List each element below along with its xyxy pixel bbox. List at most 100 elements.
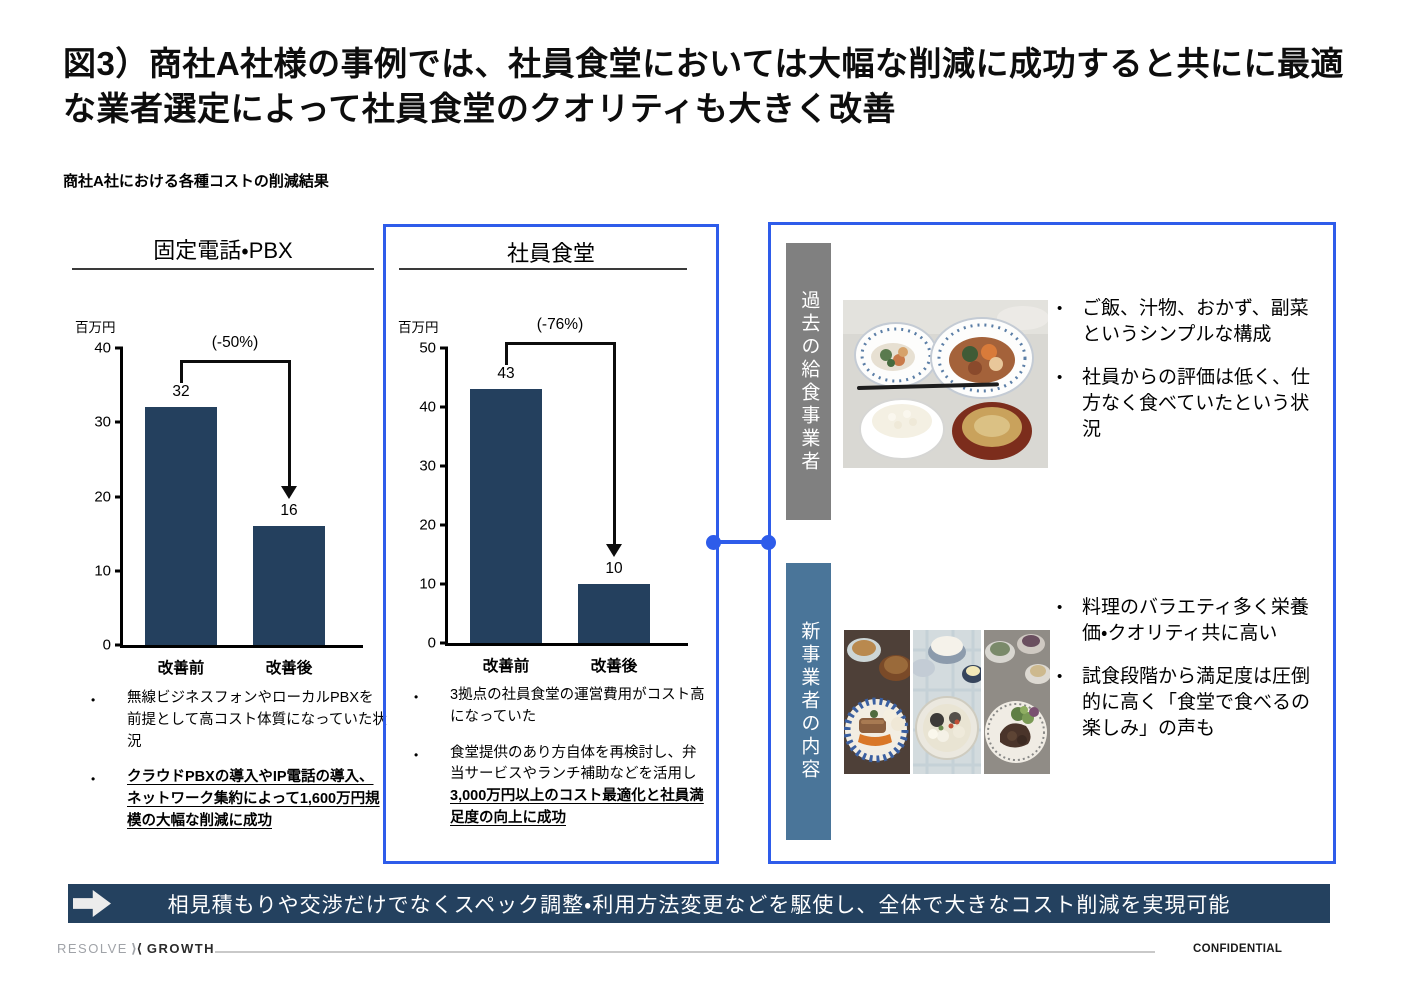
bar-value-label: 16 [280,502,298,520]
bullet-icon: • [1057,668,1063,686]
y-tick-label: 10 [419,575,436,593]
bar-value-label: 32 [172,383,190,401]
y-axis-unit-label: 百万円 [75,320,116,335]
arrow-down-icon [281,486,297,500]
takeaway-banner: 相見積もりや交渉だけでなくスペック調整・利用方法変更などを駆使し、全体で大きなコ… [68,884,1330,923]
section-label-past-vendor: 過去の給食事業者 [786,243,831,520]
bracket-horizontal-line [179,360,291,364]
section-label-new-vendor: 新事業者の内容 [786,563,831,840]
list-item: • 3拠点の社員食堂の運営費用がコスト高になっていた [414,685,706,729]
note-text: 無線ビジネスフォンやローカルPBXを前提として高コスト体質になっていた状況 [127,690,387,750]
bar-改善後 [578,584,650,643]
arrow-down-icon [606,544,622,557]
chart-title-rule [399,268,687,270]
bullet-icon: • [1057,599,1063,616]
bullet-text: 料理のバラエティ多く栄養価・クオリティ共に高い [1082,597,1309,645]
note-text: 食堂提供のあり方自体を再検討し、弁当サービスやランチ補助などを活用し [450,744,697,783]
y-tick-mark [440,582,448,586]
y-tick-label: 0 [427,634,436,652]
y-tick-mark [115,346,123,350]
chart-group-fixed-phone: 固定電話・PBX 百万円 40 30 20 10 0 32 改善前 16 改善後 (-50%) •… [63,224,387,858]
chart-group-cafeteria: 社員食堂 百万円 50 40 30 20 10 0 43 改善前 10 改善後 (-76%) • 3… [383,224,719,864]
page-subtitle: 商社A社における各種コストの削減結果 [63,173,329,190]
notes-cafeteria: • 3拠点の社員食堂の運営費用がコスト高になっていた • 食堂提供のあり方自体を… [414,685,706,844]
vendor-comparison-panel: 過去の給食事業者 • ご飯、汁物、おかず、副菜というシンプルな構成 [768,222,1336,864]
y-tick-label: 50 [419,339,436,357]
bullet-icon: • [91,772,96,787]
y-tick-mark [115,495,123,498]
bar-改善後 [253,526,325,645]
y-axis-unit-label: 百万円 [398,320,439,335]
y-tick-mark [440,641,448,645]
bar-value-label: 10 [605,560,623,577]
list-item: • 料理のバラエティ多く栄養価・クオリティ共に高い [1057,595,1317,647]
new-vendor-meal-photo-1 [844,630,910,774]
list-item: • 試食段階から満足度は圧倒的に高く「食堂で食べるの楽しみ」の声も [1057,664,1317,742]
bracket-horizontal-line [504,342,616,346]
y-tick-label: 40 [419,398,436,416]
list-item: • 社員からの評価は低く、仕方なく食べていたという状況 [1057,365,1317,443]
bullet-icon: • [1057,300,1063,317]
bullet-icon: • [1057,369,1063,387]
y-tick-mark [440,405,448,409]
list-item: • ご飯、汁物、おかず、副菜というシンプルな構成 [1057,296,1317,348]
list-item: • 食堂提供のあり方自体を再検討し、弁当サービスやランチ補助などを活用し 3,00… [414,743,706,830]
new-vendor-meal-photo-2 [913,630,981,774]
reduction-percent-label: (-76%) [536,316,584,334]
list-item: • クラウドPBXの導入やIP電話の導入、ネットワーク集約によって1,600万円… [91,767,387,832]
bracket-arrow-line [287,363,291,488]
past-vendor-bullets: • ご飯、汁物、おかず、副菜というシンプルな構成 • 社員からの評価は低く、仕方… [1057,296,1317,460]
x-category-label: 改善後 [265,660,313,677]
x-category-label: 改善後 [590,658,638,675]
y-tick-mark [440,464,448,468]
x-category-label: 改善前 [482,658,530,675]
note-text: 3拠点の社員食堂の運営費用がコスト高になっていた [450,687,705,725]
page-title: 図3）商社A社様の事例では、社員食堂においては大幅な削減に成功すると共にに最適な… [63,45,1345,127]
new-vendor-bullets: • 料理のバラエティ多く栄養価・クオリティ共に高い • 試食段階から満足度は圧倒… [1057,595,1317,759]
bullet-text: ご飯、汁物、おかず、副菜というシンプルな構成 [1082,298,1309,346]
y-tick-mark [115,420,123,424]
takeaway-text: 相見積もりや交渉だけでなくスペック調整・利用方法変更などを駆使し、全体で大きなコ… [167,893,1231,917]
new-vendor-photo-row [844,630,1050,774]
bar-plot-fixed-phone: 40 30 20 10 0 32 改善前 16 改善後 (-50%) [94,334,363,677]
bullet-text: 社員からの評価は低く、仕方なく食べていたという状況 [1082,367,1311,441]
y-tick-label: 20 [419,516,436,534]
chart-title-rule [72,268,374,270]
brand-logo: RESOLVE ⟩⟨ GROWTH [57,941,215,957]
old-vendor-meal-photo [843,300,1048,468]
bracket-arrow-line [612,345,616,545]
x-category-label: 改善前 [157,660,205,677]
y-tick-label: 20 [94,488,111,505]
reduction-percent-label: (-50%) [211,334,259,352]
bullet-text: 試食段階から満足度は圧倒的に高く「食堂で食べるの楽しみ」の声も [1082,666,1311,740]
bullet-icon: • [414,747,419,762]
bullet-icon: • [91,693,96,707]
footer-divider [215,951,1155,953]
bullet-icon: • [414,690,419,704]
y-tick-label: 0 [102,636,111,654]
bar-value-label: 43 [497,365,515,383]
chart-title-cafeteria: 社員食堂 [506,241,595,266]
y-tick-label: 40 [94,339,111,357]
y-tick-label: 30 [419,457,436,475]
chart-title-fixed-phone: 固定電話・PBX [153,238,293,263]
confidential-label: CONFIDENTIAL [1193,943,1283,955]
bracket-left-stub [179,360,183,384]
y-tick-mark [440,523,448,527]
logo-chevron-left-icon: ⟨ [136,941,144,956]
new-vendor-meal-photo-3 [984,630,1050,774]
list-item: • 無線ビジネスフォンやローカルPBXを前提として高コスト体質になっていた状況 [91,688,387,753]
bracket-left-stub [504,342,508,366]
y-tick-mark [115,643,123,647]
y-tick-mark [115,569,123,573]
brand-growth-text: GROWTH [146,941,216,956]
connector-dot [706,534,721,550]
y-tick-mark [440,346,448,350]
notes-fixed-phone: • 無線ビジネスフォンやローカルPBXを前提として高コスト体質になっていた状況 … [91,688,387,847]
logo-chevron-right-icon: ⟩ [130,941,139,956]
brand-resolve-text: RESOLVE [57,941,128,956]
bar-改善前 [145,407,217,645]
bar-改善前 [470,389,542,643]
y-tick-label: 30 [94,413,111,431]
note-text-strong: クラウドPBXの導入やIP電話の導入、ネットワーク集約によって1,600万円規模… [127,769,380,829]
